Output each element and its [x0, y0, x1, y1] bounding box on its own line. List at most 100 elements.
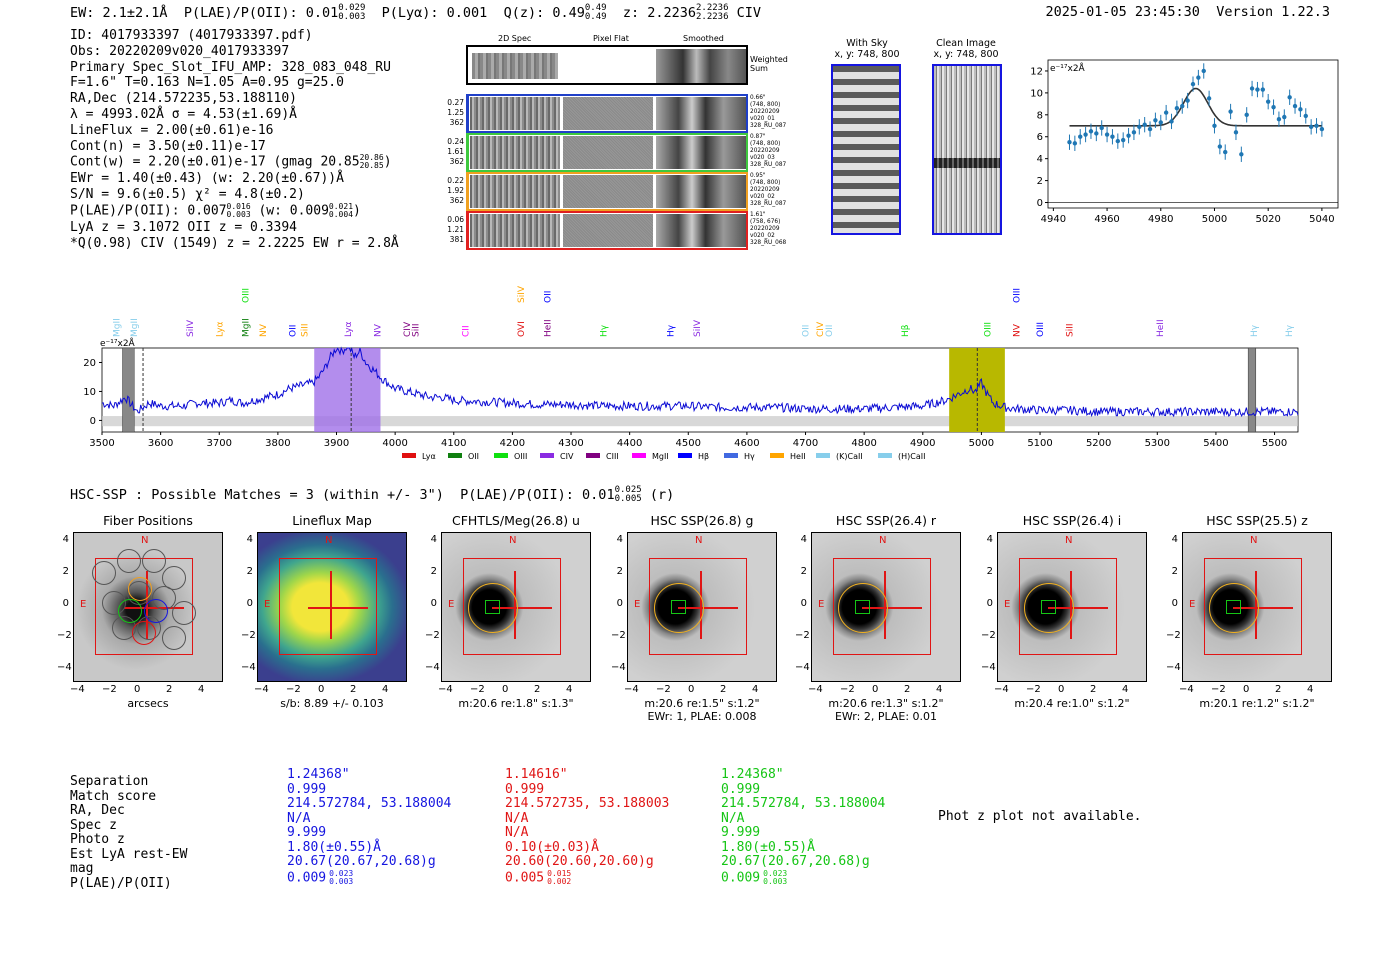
label-match-score: Match score [70, 788, 157, 804]
fit-frame [1047, 59, 1339, 209]
spec2d-row-flat [563, 97, 653, 130]
spec-line-label-text: Lyα [215, 321, 225, 337]
cutout-north-label: N [325, 535, 333, 546]
spec2d-row-stat: 0.06 [447, 215, 464, 224]
spec-sky-band [122, 347, 135, 433]
spec-xtick-label: 3900 [324, 438, 349, 449]
cutout-cross-h [1048, 607, 1108, 609]
fit-point [1099, 125, 1104, 131]
fit-point [1131, 130, 1137, 135]
fit-point [1163, 110, 1169, 115]
spec2d-row-stat: 1.25 [447, 108, 464, 117]
spec-line-label: MgII [130, 318, 140, 337]
candidate-plae-hi: 0.023 [763, 868, 788, 878]
cutout-xtick-label: −2 [1211, 684, 1226, 695]
spec2d-row-marker [466, 94, 469, 133]
candidate-value: 20.67(20.67,20.68)g [287, 854, 436, 869]
spec-xtick-label: 5500 [1262, 438, 1287, 449]
header-meta: 2025-01-05 23:45:30 Version 1.22.3 [1046, 4, 1331, 20]
spec2d-row [466, 172, 748, 211]
spec2d-row-marker [466, 133, 469, 172]
with-sky-title-text: With Sky [846, 38, 888, 49]
cutout-match-box [485, 600, 500, 614]
candidate-value: 1.24368" [287, 767, 350, 782]
spec2d-row-stats: 0.27 1.25 362 [446, 98, 464, 128]
cutout-xtick-label: 2 [350, 684, 357, 695]
cutout-title: HSC SSP(26.4) r [835, 513, 937, 528]
fiber-circle-highlight [144, 599, 168, 623]
spec-xtick-label: 4300 [558, 438, 583, 449]
spec-line-label: OIII [1036, 322, 1046, 337]
cutout-title: HSC SSP(26.4) i [1022, 513, 1122, 528]
spec2d-row-meta-line: (748, 800) [750, 102, 781, 108]
cutout-ytick-label: −4 [57, 662, 72, 673]
label-spec-z: Spec z [70, 817, 117, 833]
spec-line-label: MgII [113, 318, 123, 337]
spec-xtick-label: 5000 [969, 438, 994, 449]
info-plae-hi: 0.016 [226, 201, 251, 211]
cutout-xtick-label: 4 [198, 684, 205, 695]
spec-line-label-text: Hγ [599, 324, 609, 337]
spec2d-row-flat [563, 175, 653, 208]
spec-line-label: SiIV [517, 285, 527, 303]
spec2d-row-meta-line: 20220209 [750, 187, 780, 193]
info-params: F=1.6" T=0.163 N=1.05 A=0.95 g=25.0 [70, 75, 344, 91]
cutout-ytick-label: 0 [1171, 598, 1178, 609]
fit-xtick-label: 4980 [1148, 214, 1173, 225]
cutout-ellipse [468, 583, 518, 633]
spec2d-row [466, 211, 748, 250]
cutout-xtick-label: 0 [1058, 684, 1065, 695]
fit-point [1083, 132, 1088, 137]
label-mag: mag [70, 861, 94, 876]
spec-line-label-text: SiIV [517, 285, 527, 303]
spec-legend-item: CIV [540, 452, 574, 461]
fit-point [1158, 120, 1163, 125]
cutout-title: Lineflux Map [292, 513, 372, 528]
candidate-value: 20.67(20.67,20.68)g [721, 854, 870, 869]
cutout-ytick-label: 4 [430, 534, 437, 545]
spec2d-row-meta: 0.66" (748, 800) 20220209 v020_01 328_RU_087 [750, 95, 786, 130]
header-qz-label: Q(z): [503, 5, 545, 21]
header-z-lo: 2.2236 [696, 12, 729, 22]
spec-line-label: OII [802, 325, 812, 337]
header-z-range: 2.2236 2.2236 [696, 4, 729, 22]
spec-line-label-text: SiII [1065, 323, 1075, 337]
info-block: ID: 4017933397 (4017933397.pdf) Obs: 202… [70, 28, 399, 252]
cutout-xtick-label: −4 [994, 684, 1009, 695]
candidate-plae-lo: 0.003 [763, 876, 788, 886]
cutout-ytick-label: 0 [246, 598, 253, 609]
line-fit-chart: 4940 4960 4980 5000 5020 5040 0 2 4 6 8 10 12 e⁻¹⁷x2Å [1030, 59, 1339, 225]
spec-line-label: SiII [1065, 323, 1075, 337]
cutout-caption: m:20.6 re:1.5" s:1.2" [644, 697, 760, 710]
spec-line-label-text: MgII [242, 318, 252, 337]
spec2d-row-stat: 1.21 [447, 225, 464, 234]
cutout-east-label: E [634, 599, 641, 610]
cutout-ellipse [654, 583, 704, 633]
candidate-value: 9.999 [721, 825, 761, 840]
spec-xtick-label: 4100 [441, 438, 466, 449]
spec-legend-label: HeII [790, 452, 806, 461]
spec2d-row-meta-line: 328_RU_087 [750, 201, 787, 207]
fit-ytick-label: 10 [1030, 88, 1043, 99]
cutout-ytick-label: 4 [246, 534, 253, 545]
spec-legend-item: OII [448, 452, 479, 461]
info-contw-text: Cont(w) = 2.20(±0.01)e-17 (gmag 20.85 [70, 154, 360, 170]
info-plae-w-lo: 0.004 [328, 209, 354, 219]
header-summary: EW: 2.1±2.1Å P(LAE)/P(OII): 0.010.029 0.0… [70, 4, 761, 22]
spec-legend-swatch [494, 453, 508, 458]
photz-note: Phot z plot not available. [938, 809, 1142, 824]
spec2d-header-smoothed: Smoothed [683, 34, 724, 43]
spec-line-label-text: MgII [130, 318, 140, 337]
fiber-circle [117, 549, 141, 573]
fit-point [1244, 112, 1249, 118]
cutout-ytick-label: −4 [425, 662, 440, 673]
cutout-ytick-label: −2 [611, 630, 626, 641]
spec2d-row [466, 133, 748, 172]
spec-xtick-label: 5300 [1145, 438, 1170, 449]
fiber-circle [162, 566, 186, 590]
spec2d-row-meta-line: 328_RU_068 [750, 240, 787, 246]
spec-line-label-text: Hγ [1250, 324, 1260, 337]
spec2d-row-flat [563, 136, 653, 169]
cutout-xtick-label: −2 [1026, 684, 1041, 695]
